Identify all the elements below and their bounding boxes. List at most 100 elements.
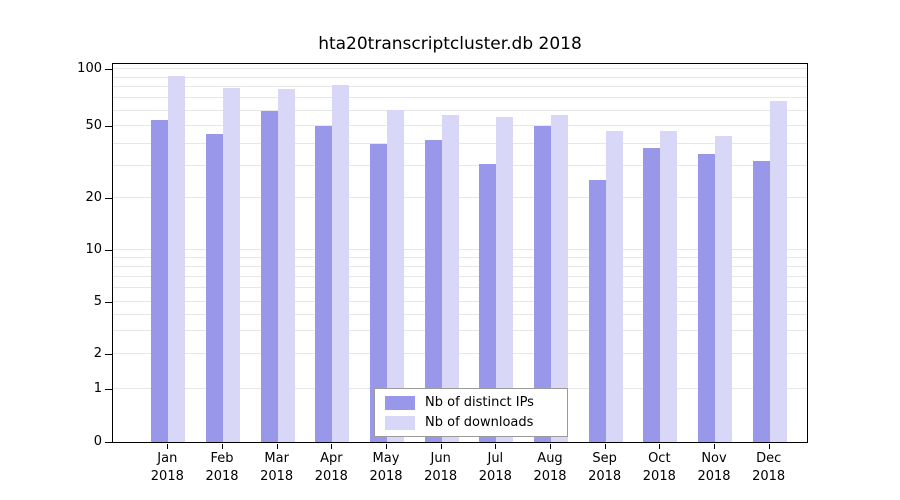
- bar-distinct-ips-apr: [315, 126, 333, 442]
- bar-distinct-ips-mar: [260, 111, 278, 442]
- x-tick-mark: [659, 444, 661, 449]
- bar-distinct-ips-jan: [151, 119, 169, 442]
- gridline: [113, 197, 807, 198]
- x-label-year: 2018: [697, 469, 731, 484]
- gridline: [113, 275, 807, 277]
- x-label-month: Feb: [210, 451, 234, 466]
- x-tick-mark: [550, 444, 551, 449]
- y-tick-mark: [105, 302, 112, 303]
- bar-distinct-ips-jul: [479, 163, 497, 442]
- x-label-month: Jun: [430, 451, 451, 466]
- legend-label: Nb of distinct IPs: [425, 395, 534, 410]
- bar-downloads-feb: [223, 88, 240, 442]
- bar-downloads-dec: [769, 100, 787, 442]
- x-tick-mark: [331, 444, 333, 449]
- x-label-month: Oct: [648, 451, 671, 466]
- y-tick-mark: [105, 126, 112, 127]
- x-tick-mark: [167, 444, 169, 449]
- x-tick-label-nov: Nov 2018: [682, 450, 746, 486]
- gridline: [113, 76, 807, 78]
- x-tick-mark: [604, 444, 606, 449]
- bar-distinct-ips-sep: [588, 180, 606, 442]
- x-label-year: 2018: [424, 469, 458, 484]
- legend-label: Nb of downloads: [425, 415, 534, 430]
- bar-downloads-oct: [660, 130, 678, 442]
- gridline: [113, 313, 807, 315]
- y-tick-label: 0: [93, 434, 102, 449]
- x-tick-label-apr: Apr 2018: [299, 450, 363, 486]
- x-label-year: 2018: [260, 469, 294, 484]
- x-label-year: 2018: [642, 469, 676, 484]
- bar-downloads-aug: [551, 115, 568, 442]
- bar-downloads-mar: [277, 89, 295, 442]
- bar-downloads-jun: [441, 115, 459, 442]
- bar-distinct-ips-nov: [698, 154, 715, 442]
- gridline: [113, 68, 807, 69]
- bar-downloads-nov: [715, 136, 732, 442]
- legend-swatch-icon: [385, 395, 415, 410]
- y-tick-mark: [105, 250, 112, 251]
- legend-row: Nb of distinct IPs: [385, 395, 557, 410]
- y-tick-mark: [105, 198, 112, 199]
- x-label-month: Apr: [320, 451, 343, 466]
- gridline: [113, 165, 807, 167]
- y-tick-label: 20: [85, 190, 102, 205]
- x-label-year: 2018: [369, 469, 403, 484]
- y-tick-mark: [105, 69, 112, 70]
- x-label-month: Mar: [264, 451, 289, 466]
- x-label-month: Aug: [537, 451, 563, 466]
- x-label-month: Nov: [701, 451, 727, 466]
- x-tick-label-jun: Jun 2018: [409, 450, 473, 486]
- x-tick-label-sep: Sep 2018: [573, 450, 637, 486]
- plot-area: [112, 63, 808, 443]
- gridline: [113, 265, 807, 267]
- x-label-month: Jan: [157, 451, 178, 466]
- x-tick-mark: [222, 444, 223, 449]
- y-tick-label: 5: [93, 294, 102, 309]
- x-tick-mark: [276, 444, 278, 449]
- y-tick-mark: [105, 442, 112, 443]
- gridline: [113, 86, 807, 88]
- gridline: [113, 110, 807, 112]
- x-tick-mark: [440, 444, 442, 449]
- legend-swatch-icon: [385, 415, 415, 430]
- x-tick-label-oct: Oct 2018: [627, 450, 691, 486]
- bar-downloads-apr: [332, 85, 350, 442]
- x-tick-label-mar: Mar 2018: [245, 450, 309, 486]
- gridline: [113, 125, 807, 126]
- gridline: [113, 330, 807, 331]
- chart-title: hta20transcriptcluster.db 2018: [318, 34, 582, 54]
- x-label-year: 2018: [150, 469, 184, 484]
- bar-distinct-ips-aug: [534, 126, 551, 442]
- bar-distinct-ips-dec: [752, 161, 770, 442]
- gridline: [113, 353, 807, 354]
- gridline: [113, 97, 807, 99]
- bar-downloads-jul: [496, 116, 514, 442]
- x-tick-label-dec: Dec 2018: [737, 450, 801, 486]
- legend-row: Nb of downloads: [385, 415, 557, 430]
- bar-downloads-sep: [605, 130, 623, 442]
- bar-distinct-ips-oct: [643, 147, 661, 442]
- x-tick-mark: [495, 444, 497, 449]
- x-label-year: 2018: [205, 469, 239, 484]
- y-tick-label: 2: [93, 346, 102, 361]
- x-label-year: 2018: [588, 469, 622, 484]
- gridline: [113, 287, 807, 289]
- x-tick-mark: [386, 444, 387, 449]
- y-tick-label: 100: [77, 61, 102, 76]
- y-tick-mark: [105, 389, 112, 390]
- x-tick-label-feb: Feb 2018: [190, 450, 254, 486]
- x-label-month: Jul: [487, 451, 504, 466]
- x-label-year: 2018: [533, 469, 567, 484]
- x-label-year: 2018: [752, 469, 786, 484]
- gridline: [113, 142, 807, 144]
- bar-downloads-may: [387, 109, 404, 442]
- x-tick-label-jan: Jan 2018: [135, 450, 199, 486]
- x-tick-label-jul: Jul 2018: [463, 450, 527, 486]
- y-tick-mark: [105, 354, 112, 355]
- x-tick-label-may: May 2018: [354, 450, 418, 486]
- y-tick-label: 1: [93, 381, 102, 396]
- x-label-year: 2018: [478, 469, 512, 484]
- y-tick-label: 50: [85, 118, 102, 133]
- bar-downloads-jan: [168, 75, 186, 442]
